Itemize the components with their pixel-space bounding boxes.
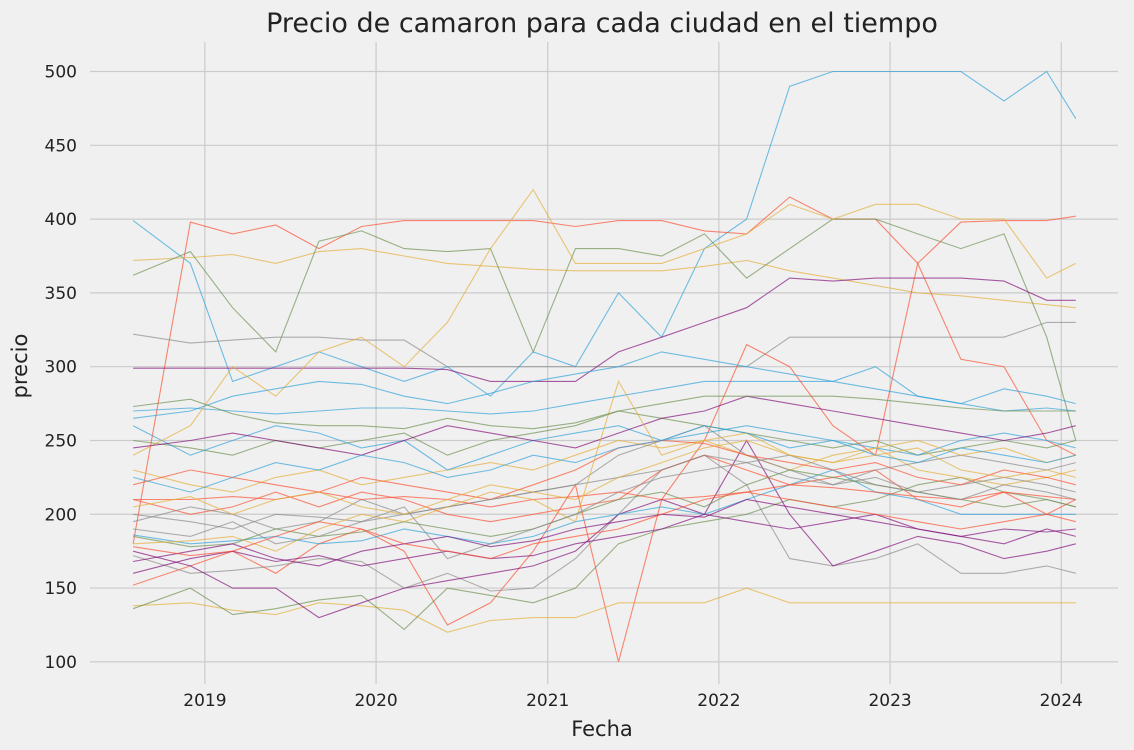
chart-title: Precio de camaron para cada ciudad en el… <box>266 8 938 39</box>
series-line <box>132 188 1077 456</box>
series-line <box>133 395 1076 456</box>
series-line <box>133 587 1076 633</box>
series-lines <box>132 70 1077 663</box>
y-tick-label: 350 <box>45 284 77 304</box>
series-line <box>132 425 1076 530</box>
x-tick-label: 2020 <box>354 691 397 711</box>
series-line <box>132 425 1076 471</box>
y-tick-label: 400 <box>45 210 77 230</box>
series-line <box>133 491 1076 560</box>
x-tick-label: 2023 <box>868 691 911 711</box>
y-tick-label: 200 <box>45 505 77 525</box>
series-line <box>133 351 1076 419</box>
series-line <box>132 218 1077 441</box>
y-tick-label: 150 <box>45 579 77 599</box>
x-axis-label: Fecha <box>571 717 633 741</box>
series-line <box>132 476 1076 631</box>
grid-lines <box>90 42 1118 684</box>
y-tick-label: 100 <box>45 653 77 673</box>
y-tick-label: 300 <box>45 358 77 378</box>
series-line <box>133 454 1076 560</box>
x-tick-label: 2019 <box>183 691 226 711</box>
series-line <box>133 498 1076 567</box>
tick-labels: 100 150 200 250 300 350 400 450 500 2019 2020 2021 2… <box>45 63 1083 711</box>
series-line <box>133 469 1076 545</box>
series-line <box>132 196 1076 544</box>
series-line <box>133 395 1076 430</box>
y-tick-label: 500 <box>45 63 77 83</box>
x-tick-label: 2024 <box>1040 691 1083 711</box>
series-line <box>133 248 1076 309</box>
series-line <box>132 70 1077 397</box>
series-line <box>133 439 1076 515</box>
y-axis-label: precio <box>8 334 32 399</box>
x-tick-label: 2021 <box>526 691 569 711</box>
series-line <box>133 380 1076 552</box>
series-line <box>132 439 1076 493</box>
y-tick-label: 250 <box>45 431 77 451</box>
x-tick-label: 2022 <box>697 691 740 711</box>
series-line <box>132 261 1077 663</box>
series-line <box>132 425 1076 493</box>
series-line <box>133 277 1076 382</box>
y-tick-label: 450 <box>45 136 77 156</box>
